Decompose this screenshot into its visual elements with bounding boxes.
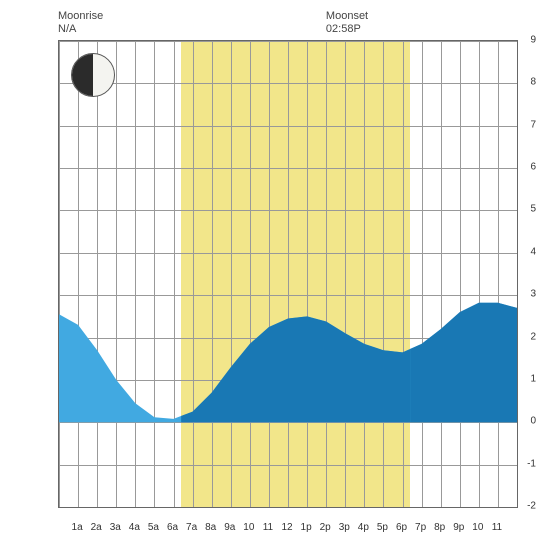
x-tick-label: 5p — [377, 522, 388, 533]
x-tick-label: 2a — [91, 522, 102, 533]
moon-phase-icon — [71, 53, 115, 97]
x-tick-label: 6p — [396, 522, 407, 533]
x-tick-label: 11 — [492, 522, 502, 533]
y-tick-label: 0 — [530, 416, 536, 427]
moonrise-block: Moonrise N/A — [58, 10, 103, 38]
moonrise-label: Moonrise — [58, 10, 103, 23]
y-axis: -2-10123456789 — [520, 40, 536, 508]
y-tick-label: 2 — [530, 331, 536, 342]
header-labels: Moonrise N/A Moonset 02:58P — [58, 10, 520, 38]
x-tick-label: 12 — [281, 522, 292, 533]
moonset-value: 02:58P — [326, 23, 368, 36]
x-tick-label: 7a — [186, 522, 197, 533]
y-tick-label: -1 — [527, 458, 536, 469]
tide-chart: Moonrise N/A Moonset 02:58P -2-101234567… — [10, 10, 540, 540]
y-tick-label: 6 — [530, 162, 536, 173]
moonrise-value: N/A — [58, 23, 103, 36]
x-axis: 1a 2a 3a 4a 5a 6a 7a 8a 9a 10 11 12 1p 2p 3p 4p 5p 6p 7p 8p… — [58, 522, 518, 536]
x-tick-label: 3a — [110, 522, 121, 533]
x-tick-label: 1a — [72, 522, 83, 533]
x-tick-label: 8p — [434, 522, 445, 533]
y-tick-label: -2 — [527, 501, 536, 512]
y-tick-label: 4 — [530, 246, 536, 257]
x-tick-label: 7p — [415, 522, 426, 533]
plot-area — [58, 40, 518, 508]
x-tick-label: 10 — [243, 522, 254, 533]
moonset-label: Moonset — [326, 10, 368, 23]
x-tick-label: 5a — [148, 522, 159, 533]
grid-line-h — [59, 507, 517, 508]
y-tick-label: 1 — [530, 373, 536, 384]
x-tick-label: 8a — [205, 522, 216, 533]
x-tick-label: 2p — [320, 522, 331, 533]
x-tick-label: 9a — [224, 522, 235, 533]
x-tick-label: 9p — [453, 522, 464, 533]
grid-line-v — [517, 41, 518, 507]
x-tick-label: 3p — [339, 522, 350, 533]
x-tick-label: 1p — [301, 522, 312, 533]
moonset-block: Moonset 02:58P — [326, 10, 368, 36]
x-tick-label: 10 — [472, 522, 483, 533]
x-tick-label: 4p — [358, 522, 369, 533]
x-tick-label: 11 — [263, 522, 273, 533]
y-tick-label: 9 — [530, 35, 536, 46]
y-tick-label: 5 — [530, 204, 536, 215]
moon-dark-half — [72, 54, 93, 96]
y-tick-label: 8 — [530, 77, 536, 88]
x-tick-label: 6a — [167, 522, 178, 533]
x-tick-label: 4a — [129, 522, 140, 533]
tide-area — [59, 41, 517, 507]
y-tick-label: 3 — [530, 289, 536, 300]
y-tick-label: 7 — [530, 119, 536, 130]
